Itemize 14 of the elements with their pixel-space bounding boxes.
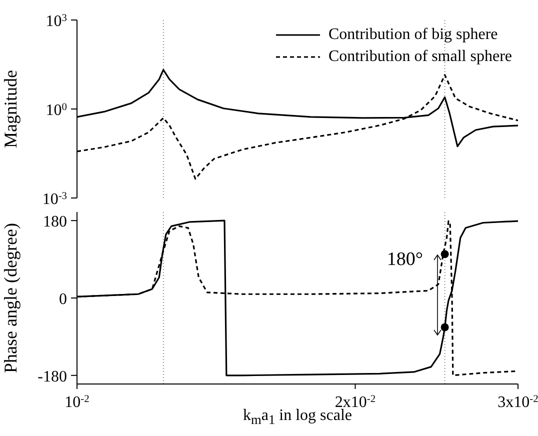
y-axis-title: Magnitude bbox=[0, 70, 20, 148]
y-tick-label: -180 bbox=[38, 368, 67, 386]
annotation: 180° bbox=[386, 248, 423, 271]
x-tick-label: 3x10$^{-2}$ bbox=[498, 394, 538, 411]
y-tick-label: 10$^{0}$ bbox=[46, 102, 67, 119]
legend-label: Contribution of big sphere bbox=[328, 26, 498, 44]
y-tick-label: 0 bbox=[59, 291, 67, 308]
y-axis-title: Phase angle (degree) bbox=[0, 223, 20, 373]
x-tick-label: 10$^{-2}$ bbox=[64, 394, 90, 411]
x-axis-title: k$_{m}$a$_{1}$ in log scale bbox=[242, 407, 352, 428]
legend-label: Contribution of small sphere bbox=[328, 48, 512, 66]
y-tick-label: 180 bbox=[43, 214, 67, 231]
y-tick-label: 10$^{-3}$ bbox=[42, 190, 67, 208]
y-tick-label: 10$^{3}$ bbox=[46, 12, 67, 30]
